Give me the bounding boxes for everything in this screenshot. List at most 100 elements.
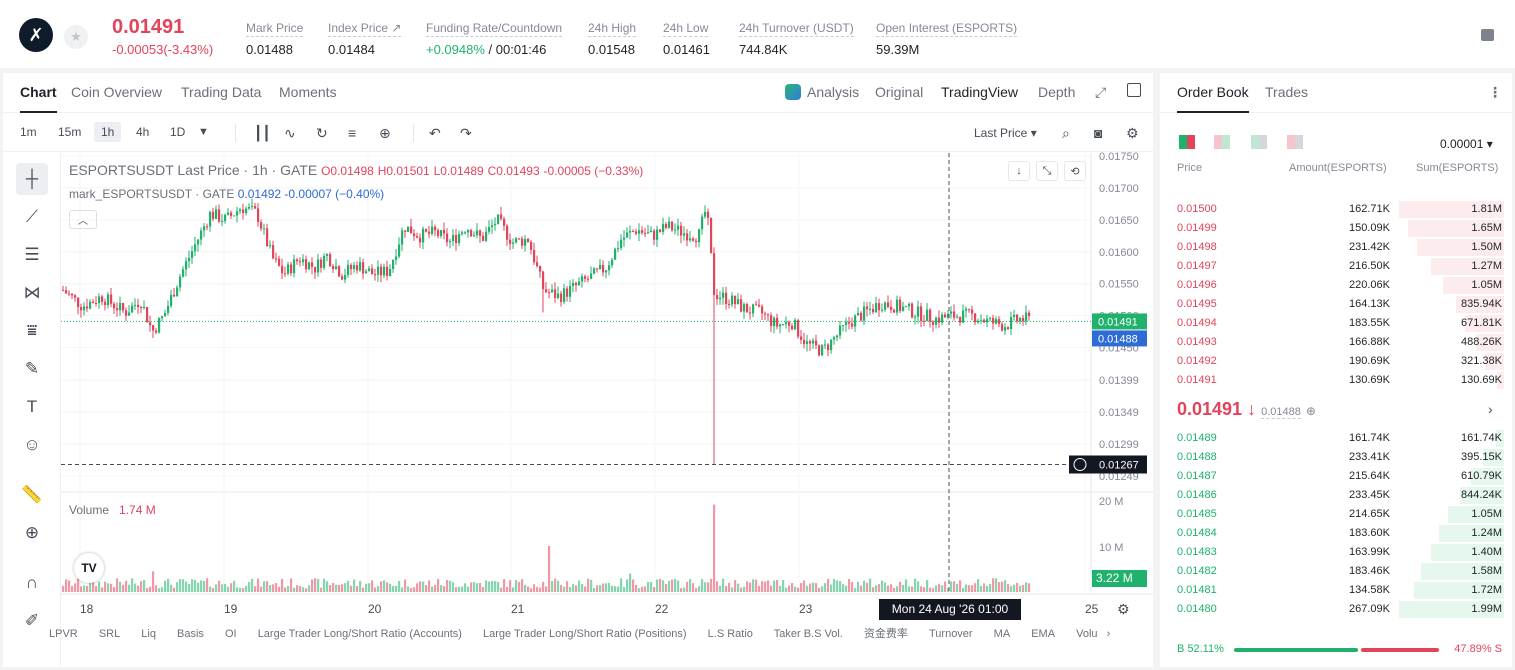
analysis-button[interactable]: Analysis (807, 84, 860, 100)
search-icon[interactable]: ⌕ (1062, 125, 1070, 141)
axis-settings-icon[interactable]: ⚙ (1117, 601, 1130, 617)
ask-row[interactable]: 0.01492 190.69K 321.38K (1160, 352, 1512, 371)
collapse-legend-icon[interactable]: ︿ (69, 210, 97, 229)
tradingview-logo-icon[interactable]: TV (74, 553, 104, 583)
volume-bar (893, 587, 896, 592)
indicators-icon[interactable]: ∿ (284, 125, 296, 141)
bid-row[interactable]: 0.01481 134.58K 1.72M (1160, 581, 1512, 600)
crosshair-icon[interactable]: ┼ (16, 163, 48, 195)
templates-icon[interactable]: ≡ (348, 125, 357, 141)
volume-bar (320, 587, 323, 592)
chevron-right-icon[interactable]: › (1488, 401, 1493, 417)
gear-icon[interactable]: ⚙ (1126, 125, 1139, 141)
indicator-ls-positions[interactable]: Large Trader Long/Short Ratio (Positions… (482, 628, 687, 640)
brush-icon[interactable]: ✎ (24, 359, 40, 378)
ask-row[interactable]: 0.01493 166.88K 488.26K (1160, 333, 1512, 352)
magnet-icon[interactable]: ∩ (25, 573, 39, 592)
text-icon[interactable]: T (26, 397, 38, 416)
stat-index-price[interactable]: Index Price ↗ 0.01484 (328, 19, 402, 57)
undo-icon[interactable]: ↶ (429, 125, 441, 141)
tab-order-book[interactable]: Order Book (1177, 84, 1249, 113)
indicator-ema[interactable]: EMA (1031, 628, 1056, 640)
ask-row[interactable]: 0.01495 164.13K 835.94K (1160, 295, 1512, 314)
ask-row[interactable]: 0.01499 150.09K 1.65M (1160, 219, 1512, 238)
indicator-basis[interactable]: Basis (177, 628, 204, 640)
indicator-taker-vol[interactable]: Taker B.S Vol. (773, 628, 843, 640)
ruler-icon[interactable]: 📏 (21, 485, 43, 504)
price-source-select[interactable]: Last Price ▾ (974, 126, 1037, 140)
timeframe-4h[interactable]: 4h (136, 125, 150, 139)
candle-type-icon[interactable]: ┃┃ (254, 125, 271, 141)
stat-funding-rate[interactable]: Funding Rate/Countdown +0.0948% / 00:01:… (426, 19, 563, 57)
bid-row[interactable]: 0.01487 215.64K 610.79K (1160, 467, 1512, 486)
more-icon[interactable]: ⋮ (1488, 84, 1502, 100)
timeframe-1d[interactable]: 1D (170, 125, 186, 139)
favorite-star-icon[interactable]: ★ (64, 25, 88, 49)
tab-trading-data[interactable]: Trading Data (181, 84, 262, 100)
horizontal-lines-icon[interactable]: ☰ (24, 245, 40, 264)
mid-price[interactable]: 0.01491 ↓ 0.01488 ⊕ (1177, 399, 1316, 420)
book-icon[interactable] (1481, 29, 1494, 41)
indicator-ls-ratio[interactable]: L.S Ratio (707, 628, 753, 640)
precision-select[interactable]: 0.00001 ▾ (1440, 137, 1493, 151)
view-tradingview[interactable]: TradingView (941, 84, 1019, 100)
trendline-icon[interactable]: ⟋ (26, 207, 38, 226)
row-price: 0.01484 (1177, 527, 1217, 539)
fib-icon[interactable]: ⩸ (26, 321, 38, 340)
reset-chart-icon[interactable]: ⟲ (1064, 161, 1086, 181)
view-both-icon[interactable] (1179, 135, 1195, 149)
tab-chart[interactable]: Chart (20, 84, 57, 113)
ask-row[interactable]: 0.01497 216.50K 1.27M (1160, 257, 1512, 276)
indicator-turnover[interactable]: Turnover (928, 628, 973, 640)
stat-mark-price[interactable]: Mark Price 0.01488 (246, 19, 304, 57)
scroll-down-icon[interactable]: ↓ (1008, 161, 1030, 181)
indicator-volume[interactable]: Volu (1076, 628, 1098, 640)
indicator-funding-rate[interactable]: 资金费率 (863, 628, 908, 640)
candlestick-chart[interactable]: 0.017500.017000.016500.016000.015500.015… (3, 73, 1153, 667)
expand-icon[interactable]: ⤢ (1095, 84, 1107, 100)
tab-moments[interactable]: Moments (279, 84, 337, 100)
bid-row[interactable]: 0.01489 161.74K 161.74K (1160, 429, 1512, 448)
ask-row[interactable]: 0.01494 183.55K 671.81K (1160, 314, 1512, 333)
zoom-in-icon[interactable]: ⊕ (24, 523, 40, 542)
bid-row[interactable]: 0.01482 183.46K 1.58M (1160, 562, 1512, 581)
indicator-lpvr[interactable]: LPVR (49, 628, 78, 640)
window-icon[interactable] (1127, 83, 1141, 97)
view-depth[interactable]: Depth (1038, 84, 1076, 100)
timeframe-dropdown-icon[interactable]: ▼ (198, 126, 209, 138)
camera-icon[interactable]: ◙ (1094, 125, 1103, 141)
bid-row[interactable]: 0.01480 267.09K 1.99M (1160, 600, 1512, 619)
add-indicator-icon[interactable]: ⊕ (379, 125, 391, 141)
replay-icon[interactable]: ↻ (316, 125, 328, 141)
bid-row[interactable]: 0.01484 183.60K 1.24M (1160, 524, 1512, 543)
ask-row[interactable]: 0.01498 231.42K 1.50M (1160, 238, 1512, 257)
view-asks-icon[interactable] (1214, 135, 1230, 149)
redo-icon[interactable]: ↷ (460, 125, 472, 141)
ask-row[interactable]: 0.01491 130.69K 130.69K (1160, 371, 1512, 390)
ask-row[interactable]: 0.01496 220.06K 1.05M (1160, 276, 1512, 295)
indicator-srl[interactable]: SRL (98, 628, 121, 640)
tab-coin-overview[interactable]: Coin Overview (71, 84, 163, 100)
timeframe-1m[interactable]: 1m (20, 125, 37, 139)
indicator-ls-accounts[interactable]: Large Trader Long/Short Ratio (Accounts) (257, 628, 462, 640)
pencil-lock-icon[interactable]: ✐ (24, 611, 40, 630)
indicator-liq[interactable]: Liq (141, 628, 156, 640)
indicator-ma[interactable]: MA (993, 628, 1011, 640)
tab-trades[interactable]: Trades (1265, 84, 1309, 100)
view-compact-icon[interactable] (1287, 135, 1303, 149)
fullscreen-icon[interactable]: ⤡ (1036, 161, 1058, 181)
bid-row[interactable]: 0.01485 214.65K 1.05M (1160, 505, 1512, 524)
view-bids-icon[interactable] (1251, 135, 1267, 149)
pattern-icon[interactable]: ⋈ (23, 283, 41, 302)
indicator-oi[interactable]: OI (225, 628, 237, 640)
indicator-scroll-right-icon[interactable]: › (1106, 628, 1111, 640)
row-price: 0.01494 (1177, 317, 1217, 329)
bid-row[interactable]: 0.01488 233.41K 395.15K (1160, 448, 1512, 467)
view-original[interactable]: Original (875, 84, 924, 100)
emoji-icon[interactable]: ☺ (23, 435, 41, 454)
bid-row[interactable]: 0.01486 233.45K 844.24K (1160, 486, 1512, 505)
timeframe-15m[interactable]: 15m (58, 125, 82, 139)
timeframe-1h[interactable]: 1h (94, 122, 122, 142)
bid-row[interactable]: 0.01483 163.99K 1.40M (1160, 543, 1512, 562)
ask-row[interactable]: 0.01500 162.71K 1.81M (1160, 200, 1512, 219)
